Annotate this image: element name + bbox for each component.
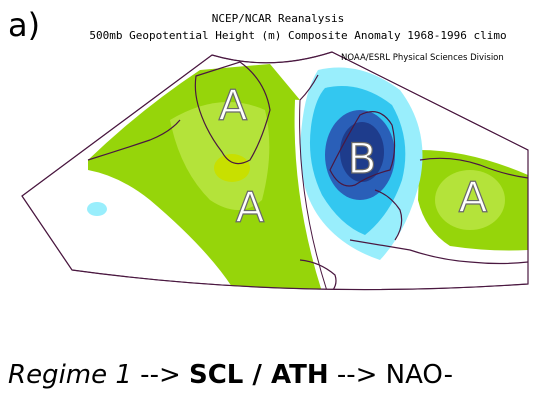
- coastlines: [87, 61, 528, 290]
- panel-label: a): [8, 6, 41, 44]
- positive-anomaly-west-inner: [170, 102, 270, 210]
- anomaly-label-scandinavia: B: [348, 134, 377, 183]
- anomaly-label-russia: A: [459, 173, 488, 222]
- caption-regime: Regime 1: [8, 360, 132, 390]
- anomaly-label-atlantic: A: [236, 183, 265, 232]
- negative-anomaly-small: [87, 202, 107, 216]
- positive-anomaly-west-core: [214, 154, 250, 182]
- map-title-line1: NCEP/NCAR Reanalysis: [211, 12, 345, 25]
- negative-anomaly-core: [340, 122, 384, 182]
- caption-pattern: SCL / ATH: [189, 360, 329, 390]
- caption-arrow-2: -->: [328, 360, 386, 390]
- anomaly-label-greenland: A: [219, 81, 248, 130]
- regime-caption: Regime 1 --> SCL / ATH --> NAO-: [8, 360, 453, 390]
- caption-nao: NAO-: [385, 360, 454, 390]
- caption-arrow-1: -->: [131, 360, 189, 390]
- positive-anomaly-east-inner: [435, 170, 505, 230]
- map-title-line2: 500mb Geopotential Height (m) Composite …: [89, 29, 507, 42]
- data-credit: NOAA/ESRL Physical Sciences Division: [341, 53, 504, 63]
